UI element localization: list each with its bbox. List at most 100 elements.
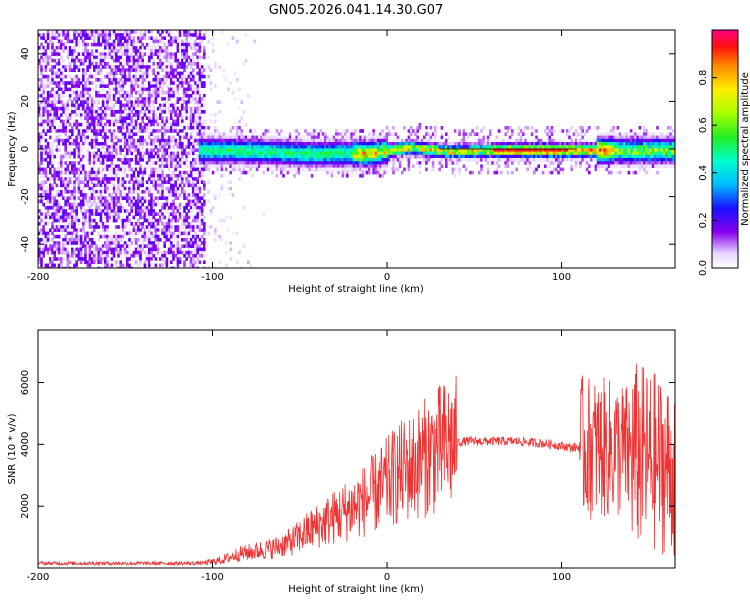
spectrogram-cell <box>126 116 129 120</box>
spectrogram-cell <box>156 183 160 188</box>
spectrogram-cell <box>130 30 133 34</box>
spectrogram-cell <box>218 138 221 143</box>
spectrogram-cell <box>192 148 195 152</box>
spectrogram-cell <box>167 135 171 140</box>
spectrogram-cell <box>79 190 83 194</box>
spectrogram-cell <box>106 209 109 213</box>
spectrogram-cell <box>73 215 76 220</box>
spectrogram-cell <box>297 142 301 146</box>
spectrogram-cell <box>363 142 367 146</box>
spectrogram-cell <box>396 154 400 159</box>
spectrogram-cell <box>141 119 144 124</box>
spectrogram-cell <box>236 154 239 159</box>
spectrogram-cell <box>112 215 116 220</box>
spectrogram-cell <box>90 218 94 223</box>
spectrogram-cell <box>137 186 140 191</box>
spectrogram-cell <box>154 46 158 50</box>
spectrogram-cell <box>75 87 78 92</box>
spectrogram-cell <box>108 206 111 210</box>
spectrogram-cell <box>75 202 78 207</box>
spectrogram-cell <box>409 151 413 156</box>
spectrogram-cell <box>194 260 197 264</box>
spectrogram-cell <box>51 250 54 255</box>
spectrogram-cell <box>203 158 206 162</box>
spectrogram-cell <box>97 260 100 264</box>
spectrogram-cell <box>143 196 147 200</box>
spectrogram-cell <box>86 138 89 143</box>
spectrogram-cell <box>126 151 129 156</box>
spectrogram-cell <box>172 145 175 149</box>
spectrogram-cell <box>126 174 129 178</box>
spectrogram-cell <box>398 138 402 143</box>
spectrogram-cell <box>79 228 83 232</box>
spectrogram-cell <box>218 164 221 168</box>
spectrogram-cell <box>77 161 81 165</box>
spectrogram-cell <box>44 241 48 245</box>
spectrogram-cell <box>64 103 67 108</box>
spectrogram-cell <box>207 148 210 152</box>
spectrogram-cell <box>115 263 118 268</box>
spectrogram-cell <box>159 81 162 85</box>
spectrogram-cell <box>412 151 415 156</box>
spectrogram-cell <box>317 148 320 152</box>
spectrogram-cell <box>143 103 147 108</box>
spectrogram-cell <box>299 145 303 149</box>
spectrogram-cell <box>145 68 149 72</box>
spectrogram-cell <box>445 161 448 165</box>
spectrogram-cell <box>165 84 169 88</box>
spectrogram-cell <box>123 106 127 111</box>
spectrogram-cell <box>271 161 274 165</box>
spectrogram-cell <box>117 84 120 88</box>
spectrogram-cell <box>354 142 358 146</box>
spectrogram-cell <box>242 206 246 210</box>
spectrogram-cell <box>73 231 76 236</box>
spectrogram-cell <box>438 158 441 162</box>
spectrogram-cell <box>227 135 230 140</box>
spectrogram-cell <box>187 84 191 88</box>
spectrogram-cell <box>194 135 197 140</box>
spectrogram-cell <box>379 167 382 172</box>
spectrogram-cell <box>79 206 83 210</box>
spectrogram-cell <box>110 177 114 181</box>
spectrogram-cell <box>348 138 351 143</box>
spectrogram-cell <box>172 71 175 76</box>
spectrogram-cell <box>192 254 195 258</box>
spectrogram-cell <box>225 138 228 143</box>
spectrogram-cell <box>458 132 461 136</box>
spectrogram-cell <box>480 151 483 156</box>
spectrogram-cell <box>86 148 89 152</box>
spectrogram-cell <box>385 145 389 149</box>
spectrogram-cell <box>159 135 162 140</box>
spectrogram-cell <box>40 103 43 108</box>
spectrogram-cell <box>139 58 142 63</box>
spectrogram-cell <box>154 145 158 149</box>
spectrogram-cell <box>174 190 177 194</box>
spectrogram-cell <box>141 238 144 242</box>
spectrogram-cell <box>475 158 479 162</box>
spectrogram-cell <box>189 135 193 140</box>
spectrogram-cell <box>291 135 294 140</box>
spectrogram-cell <box>148 106 151 111</box>
spectrogram-cell <box>178 129 182 133</box>
spectrogram-cell <box>304 167 307 172</box>
spectrogram-cell <box>302 161 305 165</box>
spectrogram-cell <box>46 206 50 210</box>
spectrogram-cell <box>75 39 78 44</box>
spectrogram-cell <box>282 161 285 165</box>
spectrogram-cell <box>115 55 118 60</box>
spectrogram-cell <box>104 186 107 191</box>
spectrogram-cell <box>104 190 107 194</box>
spectrogram-cell <box>84 71 87 76</box>
spectrogram-cell <box>77 257 81 261</box>
spectrogram-cell <box>64 170 67 175</box>
spectrogram-cell <box>244 164 248 168</box>
spectrogram-cell <box>216 154 219 159</box>
spectrogram-cell <box>198 46 202 50</box>
spectrogram-cell <box>178 183 182 188</box>
spectrogram-cell <box>64 250 67 255</box>
spectrogram-cell <box>106 202 109 207</box>
spectrogram-cell <box>57 46 61 50</box>
spectrogram-cell <box>46 154 50 159</box>
spectrogram-cell <box>207 132 210 136</box>
spectrogram-cell <box>321 164 325 168</box>
